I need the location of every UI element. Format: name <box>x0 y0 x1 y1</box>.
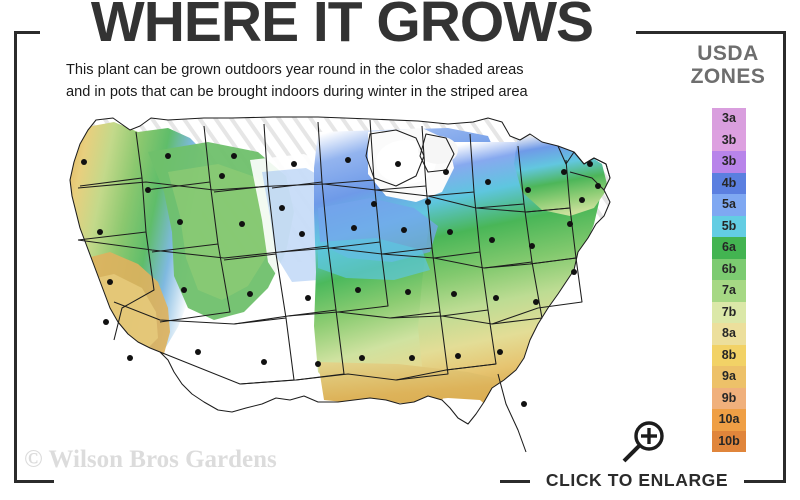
page-title: WHERE IT GROWS <box>90 0 594 54</box>
frame-bottom-mid-border <box>500 480 530 483</box>
zone-swatch-7b-9: 7b <box>712 301 746 323</box>
zone-swatch-6b-7: 6b <box>712 258 746 280</box>
magnifier-plus-icon[interactable] <box>615 418 671 468</box>
subtitle: This plant can be grown outdoors year ro… <box>66 59 626 103</box>
legend-heading-line-1: USDA <box>697 42 759 65</box>
subtitle-line-2: and in pots that can be brought indoors … <box>66 84 528 100</box>
zone-swatch-5b-5: 5b <box>712 215 746 237</box>
zone-swatch-8b-11: 8b <box>712 344 746 366</box>
zone-swatch-9a-12: 9a <box>712 366 746 388</box>
frame-bottom-left-border <box>14 480 54 483</box>
legend-heading-line-2: ZONES <box>690 65 766 88</box>
zone-swatch-3b-1: 3b <box>712 129 746 151</box>
legend-heading: USDA ZONES <box>672 42 784 88</box>
usda-hardiness-map[interactable] <box>18 112 668 462</box>
frame-left-border <box>14 31 17 483</box>
zone-swatch-10b-15: 10b <box>712 430 746 452</box>
city-dots <box>81 153 601 407</box>
frame-top-left-border <box>14 31 40 34</box>
zone-swatch-9b-13: 9b <box>712 387 746 409</box>
frame-top-right-border <box>636 31 786 34</box>
zone-swatch-4b-3: 4b <box>712 172 746 194</box>
zone-swatch-6a-6: 6a <box>712 237 746 259</box>
click-to-enlarge-label[interactable]: CLICK TO ENLARGE <box>545 470 729 490</box>
subtitle-line-1: This plant can be grown outdoors year ro… <box>66 62 524 78</box>
zone-swatch-7a-8: 7a <box>712 280 746 302</box>
watermark: © Wilson Bros Gardens <box>24 446 277 473</box>
zone-swatch-3b-2: 3b <box>712 151 746 173</box>
frame-bottom-right-border <box>744 480 786 483</box>
frame-right-border <box>783 31 786 483</box>
zone-swatch-3a-0: 3a <box>712 108 746 130</box>
zone-swatch-5a-4: 5a <box>712 194 746 216</box>
usda-zone-legend: 3a 3b 3b 4b 5a 5b 6a 6b 7a 7b 8a 8b 9a 9b 10a 10b <box>712 108 746 452</box>
zone-swatch-8a-10: 8a <box>712 323 746 345</box>
zone-swatch-10a-14: 10a <box>712 409 746 431</box>
